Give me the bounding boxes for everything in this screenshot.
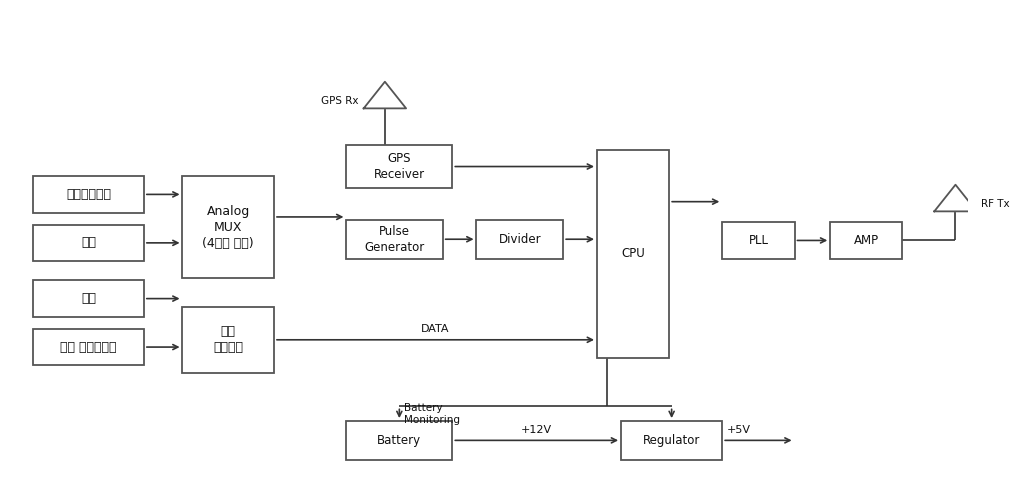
- FancyBboxPatch shape: [33, 176, 144, 212]
- Text: +5V: +5V: [727, 424, 751, 434]
- Text: 습도
측정회로: 습도 측정회로: [213, 325, 244, 354]
- FancyBboxPatch shape: [596, 149, 669, 358]
- FancyBboxPatch shape: [347, 220, 443, 259]
- Polygon shape: [364, 82, 406, 108]
- FancyBboxPatch shape: [182, 307, 274, 373]
- Text: Divider: Divider: [498, 233, 541, 246]
- Text: DATA: DATA: [422, 324, 450, 334]
- Text: Pulse
Generator: Pulse Generator: [364, 225, 425, 254]
- Text: PLL: PLL: [748, 234, 768, 247]
- Text: GPS Rx: GPS Rx: [321, 96, 359, 106]
- Text: RF Tx: RF Tx: [981, 199, 1009, 209]
- Text: +12V: +12V: [521, 424, 552, 434]
- Text: Battery
Monitoring: Battery Monitoring: [404, 403, 460, 424]
- Text: 온도기준저항: 온도기준저항: [66, 188, 111, 201]
- Text: Analog
MUX
(4장님 측정): Analog MUX (4장님 측정): [202, 205, 254, 249]
- FancyBboxPatch shape: [33, 281, 144, 317]
- FancyBboxPatch shape: [347, 145, 452, 188]
- Text: CPU: CPU: [621, 247, 645, 260]
- FancyBboxPatch shape: [33, 329, 144, 365]
- Text: 습도 기준콘덴서: 습도 기준콘덴서: [61, 341, 116, 353]
- FancyBboxPatch shape: [347, 421, 452, 460]
- FancyBboxPatch shape: [722, 222, 795, 259]
- Text: GPS
Receiver: GPS Receiver: [374, 152, 425, 181]
- FancyBboxPatch shape: [830, 222, 903, 259]
- FancyBboxPatch shape: [182, 176, 274, 278]
- Polygon shape: [934, 185, 977, 211]
- Text: Battery: Battery: [377, 434, 422, 447]
- Text: Regulator: Regulator: [643, 434, 701, 447]
- FancyBboxPatch shape: [33, 225, 144, 261]
- Text: AMP: AMP: [853, 234, 879, 247]
- FancyBboxPatch shape: [476, 220, 563, 259]
- FancyBboxPatch shape: [621, 421, 722, 460]
- Text: 온도: 온도: [81, 236, 96, 249]
- Text: 습도: 습도: [81, 292, 96, 305]
